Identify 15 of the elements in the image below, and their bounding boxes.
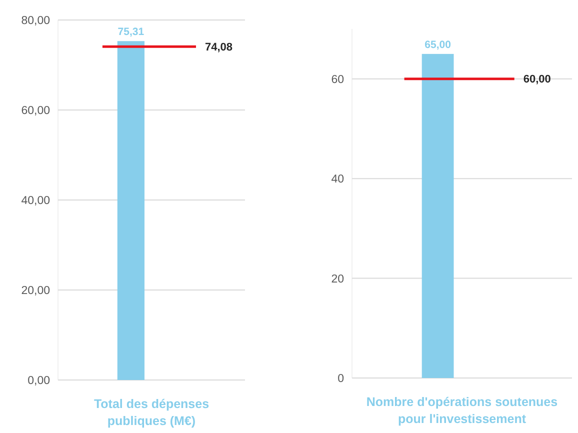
y-tick-label: 40,00 (21, 195, 50, 208)
y-tick-label: 0 (338, 373, 344, 386)
y-tick-label: 80,00 (21, 15, 50, 28)
data-label: 75,31 (118, 26, 144, 38)
x-tick-label: Total des dépenses publiques (M€) (94, 397, 210, 428)
y-tick-label: 20,00 (21, 285, 50, 298)
data-label: 65,00 (424, 38, 452, 51)
y-tick-label: 60,00 (21, 105, 50, 118)
ref-line-label: 74,08 (205, 41, 233, 54)
ref-line-label: 60,00 (523, 74, 551, 86)
y-tick-label: 40 (331, 174, 344, 186)
y-tick-label: 60 (331, 74, 344, 86)
y-tick-label: 20 (331, 273, 344, 286)
x-tick-label: Nombre d'opérations soutenues pour l'investissement (366, 395, 558, 426)
y-tick-label: 0,00 (28, 375, 50, 388)
